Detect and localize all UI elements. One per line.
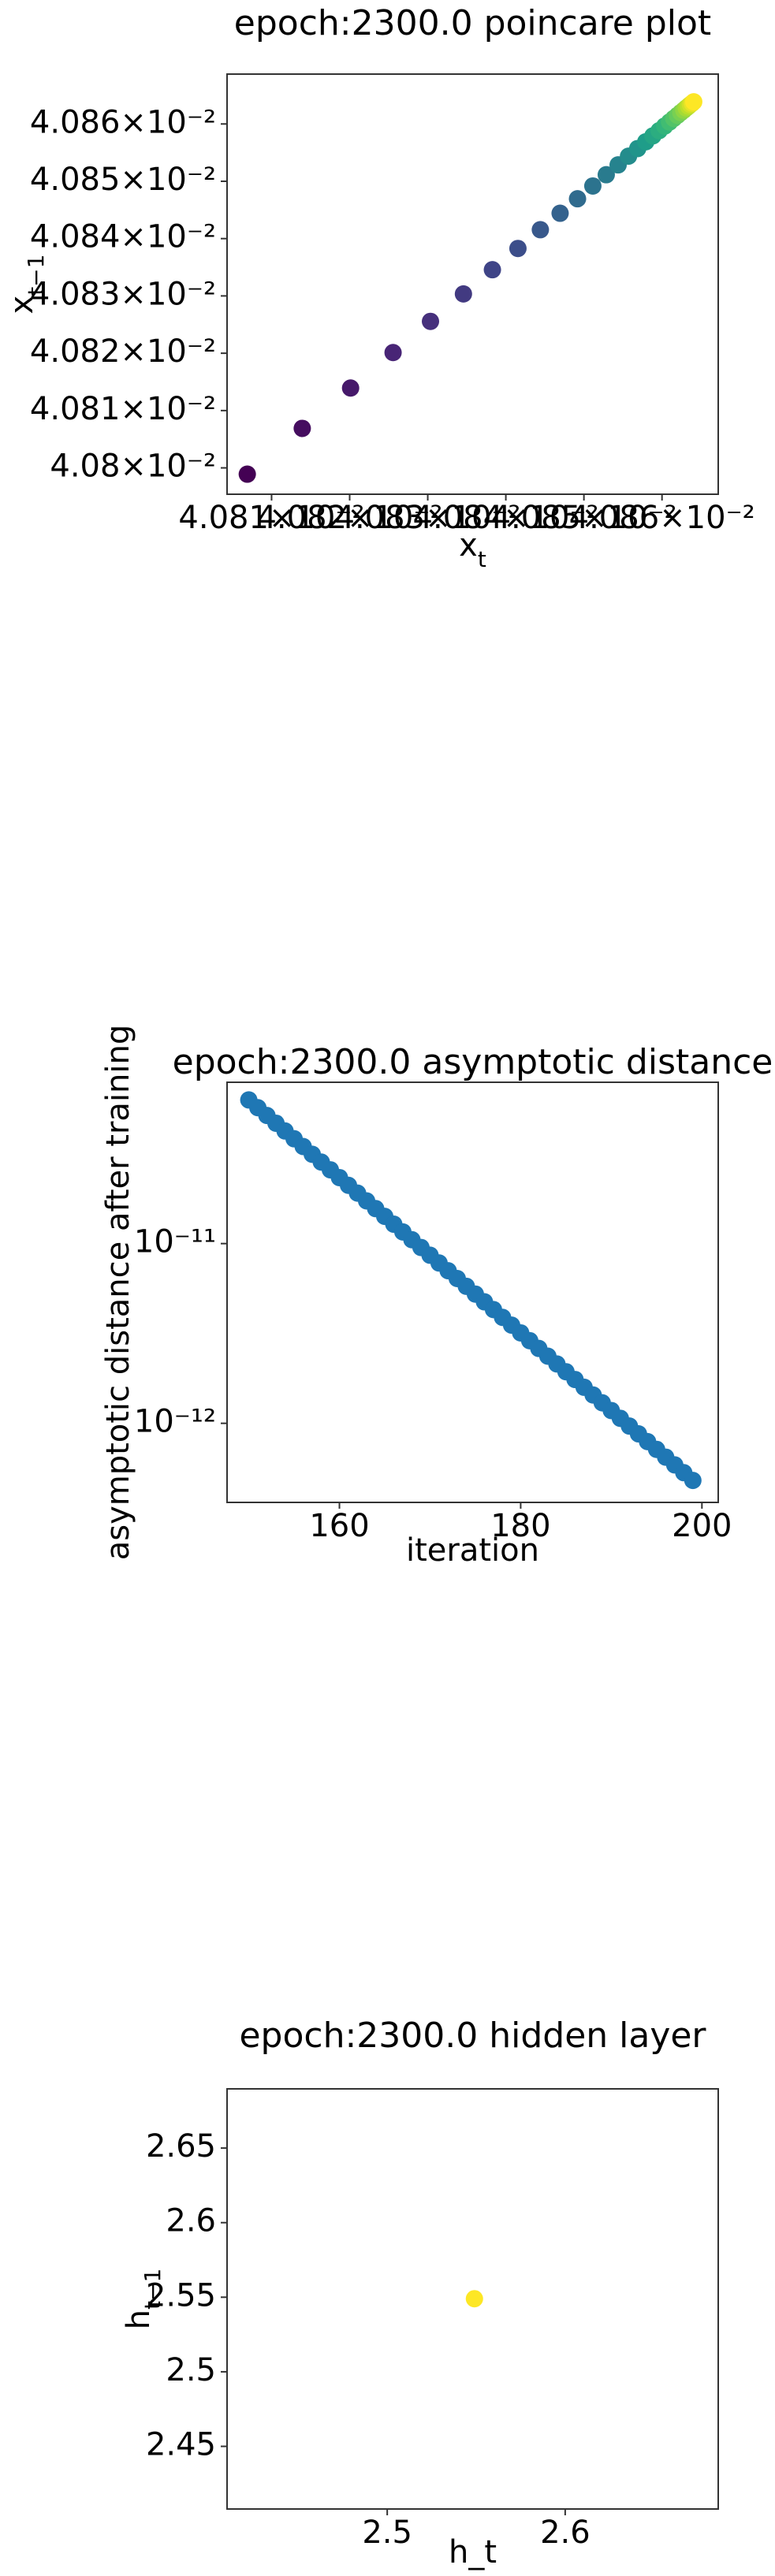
x-tick-label: 160 (309, 1508, 369, 1544)
x-tick-label: 4.082×10⁻² (256, 500, 442, 536)
y-tick-label: 10⁻¹¹ (134, 1224, 216, 1260)
chart-title: epoch:2300.0 asymptotic distance (173, 1042, 773, 1082)
point (684, 93, 702, 111)
x-axis-label: h_t (449, 2534, 497, 2570)
x-axis-label: iteration (406, 1532, 539, 1569)
x-tick-label: 2.6 (540, 2515, 591, 2551)
y-tick-label: 10⁻¹² (134, 1404, 216, 1440)
plot-frame (226, 2088, 719, 2510)
point (422, 312, 440, 330)
point (465, 2290, 483, 2308)
point (684, 1472, 702, 1490)
y-tick-label: 4.08×10⁻² (50, 449, 216, 485)
y-axis-label-main: h (121, 2310, 157, 2329)
x-axis-label-main: x (459, 527, 478, 564)
x-axis-label: xt (459, 527, 486, 572)
point (531, 221, 550, 239)
chart-title: epoch:2300.0 poincare plot (234, 3, 711, 43)
y-tick-label: 4.085×10⁻² (30, 162, 216, 198)
chart-title: epoch:2300.0 hidden layer (239, 2016, 706, 2056)
y-axis-label: ht−1 (121, 2269, 166, 2330)
x-tick-label: 4.085×10⁻² (491, 500, 677, 536)
y-axis-label-main: x (4, 296, 40, 315)
x-tick-label: 180 (490, 1508, 550, 1544)
y-tick-label: 2.45 (146, 2427, 216, 2463)
point (583, 177, 602, 195)
point (341, 379, 360, 397)
point (238, 465, 256, 483)
y-axis-label-sub: t−1 (23, 255, 49, 296)
plot-frame (226, 73, 719, 495)
y-tick-label: 2.65 (146, 2128, 216, 2165)
y-tick-label: 4.081×10⁻² (30, 391, 216, 427)
y-axis-label: xt−1 (4, 255, 49, 315)
y-tick-label: 2.55 (146, 2277, 216, 2314)
y-tick-label: 4.082×10⁻² (30, 333, 216, 370)
point (551, 204, 569, 222)
x-axis-label-sub: t (478, 546, 486, 572)
x-tick-label: 4.083×10⁻² (335, 500, 521, 536)
point (454, 285, 472, 303)
y-tick-label: 2.6 (166, 2203, 216, 2239)
point (509, 240, 527, 258)
x-tick-label: 4.084×10⁻² (413, 500, 599, 536)
point (384, 344, 402, 362)
y-tick-label: 4.086×10⁻² (30, 104, 216, 140)
x-tick-label: 4.081×10⁻² (178, 500, 364, 536)
x-tick-label: 200 (672, 1508, 732, 1544)
point (483, 261, 501, 279)
point (568, 190, 587, 208)
x-tick-label: 2.5 (362, 2515, 412, 2551)
plot-frame (226, 1081, 719, 1503)
x-tick-label: 4.086×10⁻² (569, 500, 755, 536)
y-axis-label-sub: t−1 (140, 2269, 166, 2310)
point (293, 419, 311, 437)
y-tick-label: 4.084×10⁻² (30, 219, 216, 255)
y-tick-label: 2.5 (166, 2352, 216, 2388)
y-tick-label: 4.083×10⁻² (30, 276, 216, 312)
point (597, 166, 615, 184)
y-axis-label: asymptotic distance after training (100, 1025, 136, 1561)
